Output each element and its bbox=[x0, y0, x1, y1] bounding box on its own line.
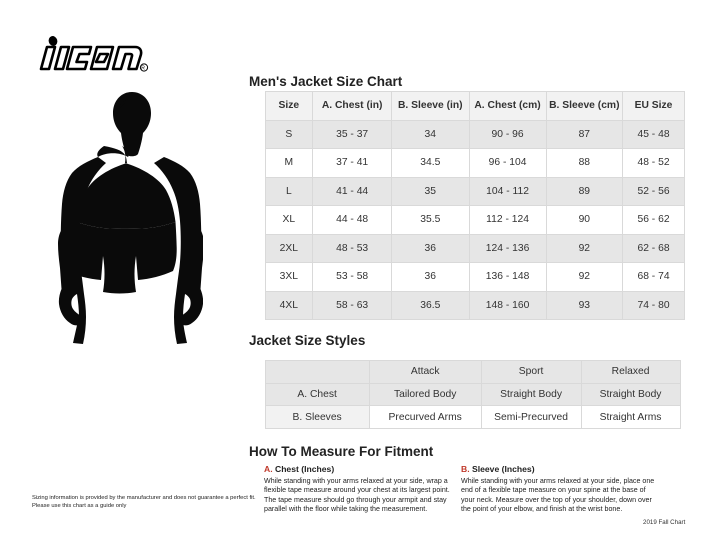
svg-text:R: R bbox=[141, 66, 145, 72]
